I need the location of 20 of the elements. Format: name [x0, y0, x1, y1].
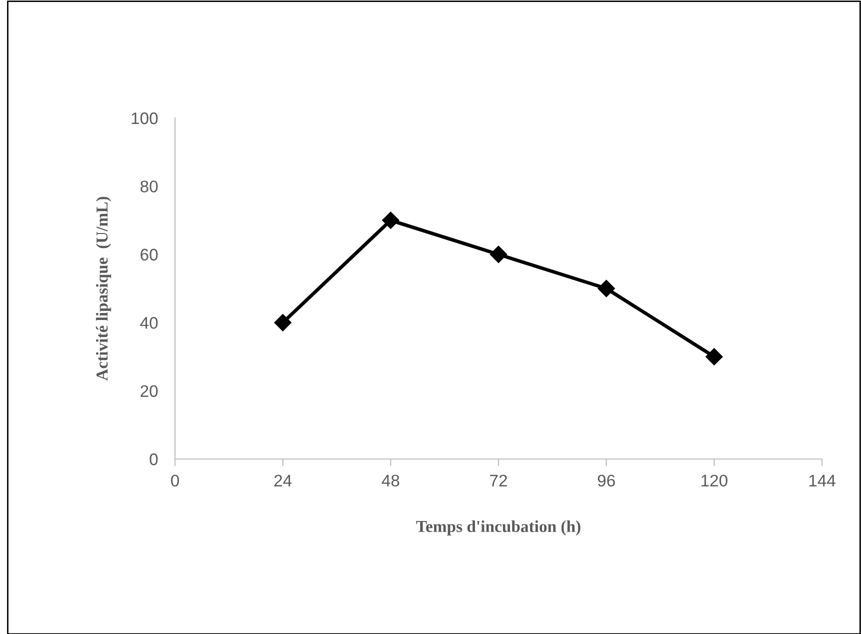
point — [274, 314, 292, 332]
y-tick-label: 60 — [140, 248, 158, 261]
point — [490, 246, 508, 263]
x-tick-label: 24 — [274, 474, 292, 486]
x-tick-label: 120 — [702, 474, 728, 487]
x-axis-title: Temps d'incubation (h) — [416, 520, 580, 536]
x-tick-label: 96 — [598, 474, 615, 487]
point — [382, 212, 400, 229]
y-tick-label: 40 — [140, 317, 158, 329]
point — [706, 348, 723, 366]
y-tick-label: 80 — [140, 180, 158, 192]
x-tick-label: 144 — [809, 474, 836, 486]
x-tick-label: 48 — [382, 474, 400, 487]
y-tick-label: 0 — [150, 453, 158, 466]
y-axis-title: Activité lipasique (U/mL) — [96, 196, 112, 381]
x-tick-label: 72 — [490, 474, 507, 486]
y-tick-label: 100 — [132, 112, 158, 124]
x-tick-label: 0 — [171, 474, 179, 487]
point — [598, 280, 615, 298]
y-tick-label: 20 — [140, 385, 158, 398]
